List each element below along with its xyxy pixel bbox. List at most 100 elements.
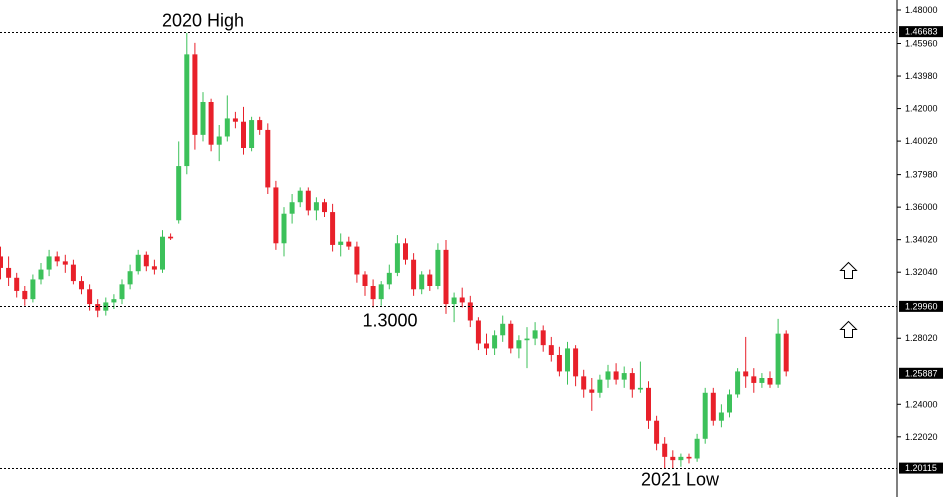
candle-body [637,387,643,390]
candle-body [370,286,376,300]
candle [646,381,651,429]
candle-body [30,279,36,300]
candle-body [386,272,392,285]
candle-body [492,335,498,349]
level-label: 1.3000 [362,311,417,331]
candle [419,271,425,295]
tick-label: 1.45960 [905,39,938,49]
candle-body [143,254,149,267]
candle-body [160,236,165,270]
candle [62,254,68,273]
candle [281,207,287,257]
price-badge-label: 1.20115 [905,463,937,473]
tick-label: 1.37980 [905,170,938,180]
candle [70,259,76,285]
tick-label: 1.48000 [905,5,938,15]
price-badge-label: 1.25887 [905,368,938,378]
candle [192,42,198,150]
candle [54,251,60,267]
candle [79,276,84,295]
candle-body [532,330,538,339]
candle-body [6,267,12,278]
candle-body [127,271,133,285]
candle-body [216,136,222,145]
candle [362,271,368,296]
arrows-layer [839,261,858,338]
candle [573,345,579,387]
candle-body [751,376,757,383]
candle-body [119,284,125,300]
candle [759,373,765,388]
candle-body [694,438,700,459]
candle-body [556,355,562,372]
candle [265,123,271,194]
candles-layer [0,33,789,469]
candle [694,433,700,462]
levels-layer [0,32,897,469]
candle [467,295,473,328]
candle [46,249,52,277]
candle [751,368,757,393]
candle [216,125,222,162]
candle-body [38,269,44,280]
level-label: 2020 High [162,11,244,31]
candle [232,111,238,129]
candle-body [79,281,84,290]
candle [670,450,676,469]
tick-label: 1.22020 [905,432,938,442]
price-badge: 1.46683 [899,26,943,38]
candle [0,246,3,280]
candle [678,453,684,467]
candle-body [419,274,425,290]
candle [735,368,741,398]
candle [443,240,449,314]
candle-body [403,243,408,260]
candle [322,198,327,217]
candle [702,387,708,444]
candle-body [540,330,546,346]
candle [556,346,562,377]
candle [524,327,530,369]
candle [459,287,465,308]
candle-body [362,274,368,286]
candle [249,116,255,152]
tick-label: 1.32040 [905,267,938,277]
candle [548,336,554,362]
price-badge: 1.20115 [899,462,943,474]
candle [313,197,319,221]
candle-body [484,343,489,349]
candle [629,368,635,398]
candle [176,141,182,224]
candle-body [516,340,522,349]
candle-body [500,323,506,336]
candle-body [662,443,668,457]
candle [427,269,433,291]
candle-body [718,412,724,421]
candle-body [297,190,303,203]
tick-label: 1.43980 [905,71,938,81]
candle [305,187,311,216]
candle-body [654,420,660,444]
candle [168,233,174,240]
candle [451,292,457,323]
candle [370,279,376,308]
candle [330,203,336,252]
candle-body [338,241,344,245]
candle [637,361,643,393]
candle [710,387,716,426]
candle-body [467,302,473,321]
price-badge-label: 1.29960 [905,301,938,311]
candle [783,330,789,377]
candle-body [411,259,417,290]
candle [492,330,498,355]
candle-body [265,129,271,188]
candle-body [184,54,190,167]
candle-body [346,241,352,247]
candle [208,98,214,152]
price-badge: 1.25887 [899,367,943,379]
candle-body [208,102,214,145]
candle [14,272,20,298]
candle [662,437,668,469]
candle [605,364,611,388]
